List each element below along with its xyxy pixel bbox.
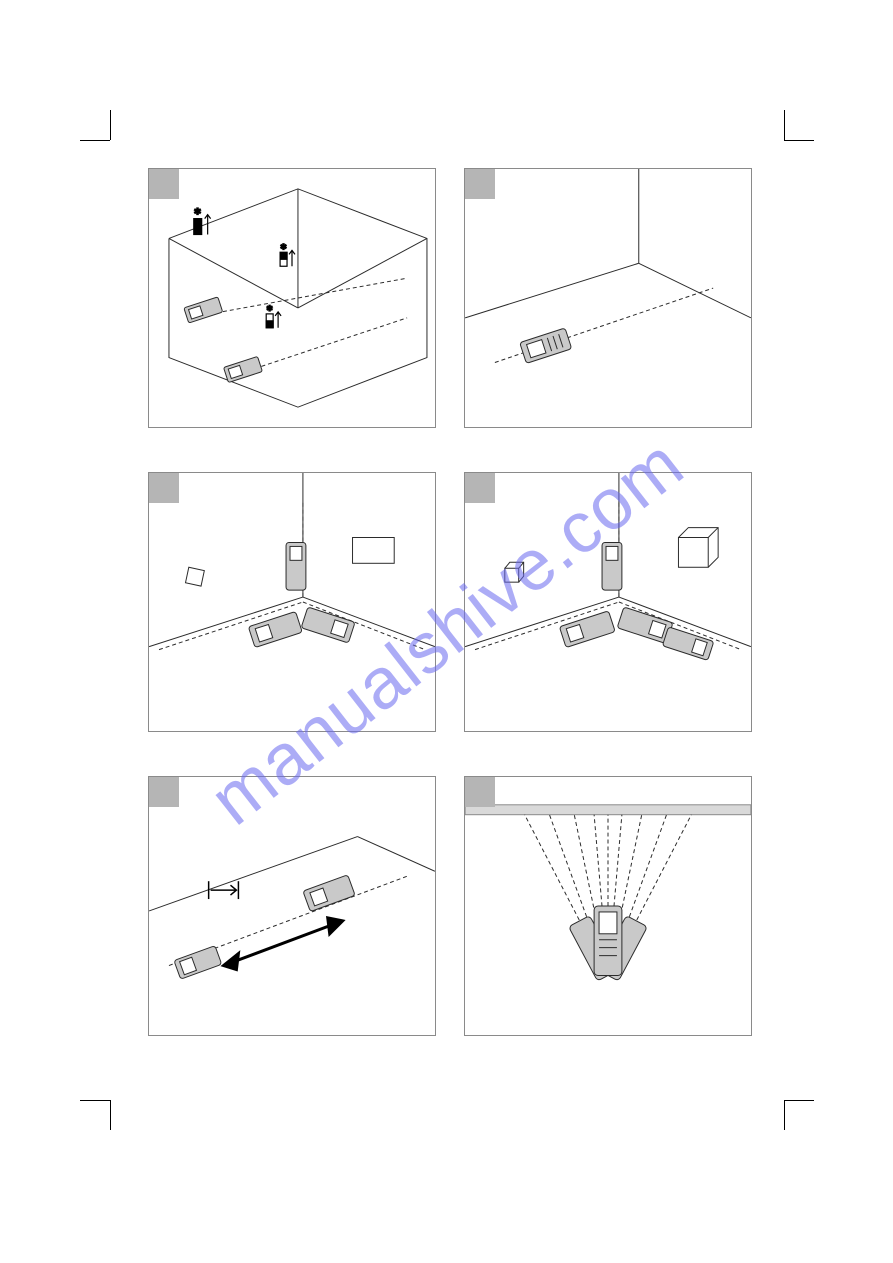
- diagram-area: [149, 473, 435, 731]
- panel-grid: ✱ ✱ ✱: [148, 168, 752, 1036]
- panel-tab: [465, 169, 495, 199]
- panel-a: ✱ ✱ ✱: [148, 168, 436, 428]
- panel-tab: [149, 777, 179, 807]
- crop-mark: [110, 1100, 111, 1130]
- svg-text:✱: ✱: [280, 242, 287, 251]
- diagram-reference-edges: ✱ ✱ ✱: [149, 169, 435, 427]
- panel-tab: [149, 473, 179, 503]
- panel-d: [464, 472, 752, 732]
- diagram-stakeout: [149, 777, 435, 1035]
- panel-tab: [149, 169, 179, 199]
- svg-text:✱: ✱: [194, 207, 201, 217]
- panel-f: [464, 776, 752, 1036]
- panel-tab: [465, 473, 495, 503]
- crop-mark: [784, 140, 814, 141]
- crop-mark: [80, 1100, 110, 1101]
- crop-mark: [80, 140, 110, 141]
- panel-b: [464, 168, 752, 428]
- crop-mark: [784, 110, 785, 140]
- crop-mark: [110, 110, 111, 140]
- crop-mark: [784, 1100, 785, 1130]
- panel-tab: [465, 777, 495, 807]
- diagram-volume: [465, 473, 751, 731]
- panel-e: [148, 776, 436, 1036]
- crop-mark: [784, 1100, 814, 1101]
- diagram-single-measure: [465, 169, 751, 427]
- panel-c: [148, 472, 436, 732]
- diagram-minmax-fan: [465, 777, 751, 1035]
- svg-text:✱: ✱: [266, 304, 273, 313]
